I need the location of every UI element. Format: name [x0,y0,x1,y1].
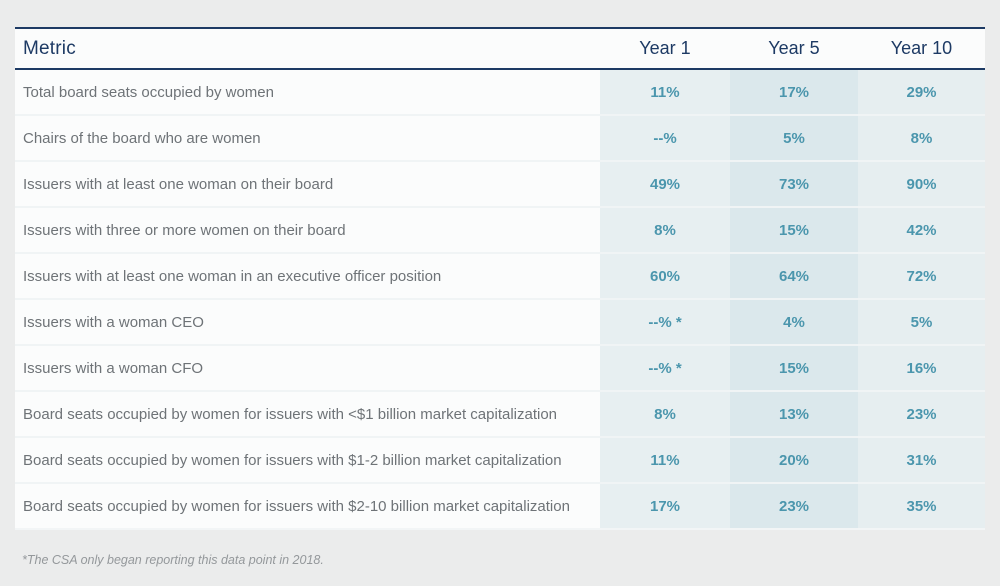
table-row: Issuers with at least one woman on their… [15,160,985,206]
table-row: Board seats occupied by women for issuer… [15,390,985,436]
value-cell-year-1: 8% [600,392,730,436]
table-row: Issuers with three or more women on thei… [15,206,985,252]
metric-cell: Board seats occupied by women for issuer… [15,484,600,528]
metric-cell: Issuers with at least one woman in an ex… [15,254,600,298]
value-cell-year-10: 31% [858,438,985,482]
table-row: Issuers with a woman CFO --% * 15% 16% [15,344,985,390]
value-cell-year-10: 42% [858,208,985,252]
value-cell-year-1: 17% [600,484,730,528]
value-cell-year-5: 64% [730,254,858,298]
value-cell-year-10: 29% [858,70,985,114]
value-cell-year-10: 16% [858,346,985,390]
table-top-rule [15,27,985,29]
value-cell-year-1: 49% [600,162,730,206]
table-row: Board seats occupied by women for issuer… [15,436,985,482]
value-cell-year-10: 90% [858,162,985,206]
metrics-table: Metric Year 1 Year 5 Year 10 Total board… [15,27,985,530]
value-cell-year-10: 8% [858,116,985,160]
metric-column-header: Metric [23,37,76,59]
value-cell-year-5: 15% [730,346,858,390]
value-cell-year-1: --% * [600,346,730,390]
metric-cell: Total board seats occupied by women [15,70,600,114]
value-cell-year-5: 17% [730,70,858,114]
table-row: Issuers with a woman CEO --% * 4% 5% [15,298,985,344]
value-cell-year-10: 23% [858,392,985,436]
value-cell-year-5: 4% [730,300,858,344]
value-cell-year-1: --% [600,116,730,160]
table-row: Board seats occupied by women for issuer… [15,482,985,528]
table-row: Chairs of the board who are women --% 5% 8% [15,114,985,160]
value-cell-year-1: --% * [600,300,730,344]
value-cell-year-1: 8% [600,208,730,252]
footnote: *The CSA only began reporting this data … [22,553,324,567]
value-cell-year-5: 13% [730,392,858,436]
value-cell-year-5: 73% [730,162,858,206]
value-cell-year-10: 72% [858,254,985,298]
value-cell-year-5: 15% [730,208,858,252]
value-cell-year-1: 11% [600,438,730,482]
table-row: Total board seats occupied by women 11% 17… [15,70,985,114]
value-cell-year-1: 11% [600,70,730,114]
table-header-row: Metric Year 1 Year 5 Year 10 [15,29,985,68]
metric-cell: Issuers with three or more women on thei… [15,208,600,252]
metric-cell: Chairs of the board who are women [15,116,600,160]
value-cell-year-5: 5% [730,116,858,160]
year-10-column-header: Year 10 [890,38,953,58]
value-cell-year-5: 23% [730,484,858,528]
metric-cell: Issuers with a woman CFO [15,346,600,390]
year-5-column-header: Year 5 [768,38,820,58]
year-1-column-header: Year 1 [639,38,691,58]
value-cell-year-5: 20% [730,438,858,482]
header-bottom-rule [15,68,985,70]
value-cell-year-10: 5% [858,300,985,344]
value-cell-year-10: 35% [858,484,985,528]
table-row: Issuers with at least one woman in an ex… [15,252,985,298]
metric-cell: Issuers with at least one woman on their… [15,162,600,206]
metric-cell: Board seats occupied by women for issuer… [15,392,600,436]
value-cell-year-1: 60% [600,254,730,298]
table-body: Total board seats occupied by women 11% 17… [15,70,985,530]
metric-cell: Issuers with a woman CEO [15,300,600,344]
metric-cell: Board seats occupied by women for issuer… [15,438,600,482]
